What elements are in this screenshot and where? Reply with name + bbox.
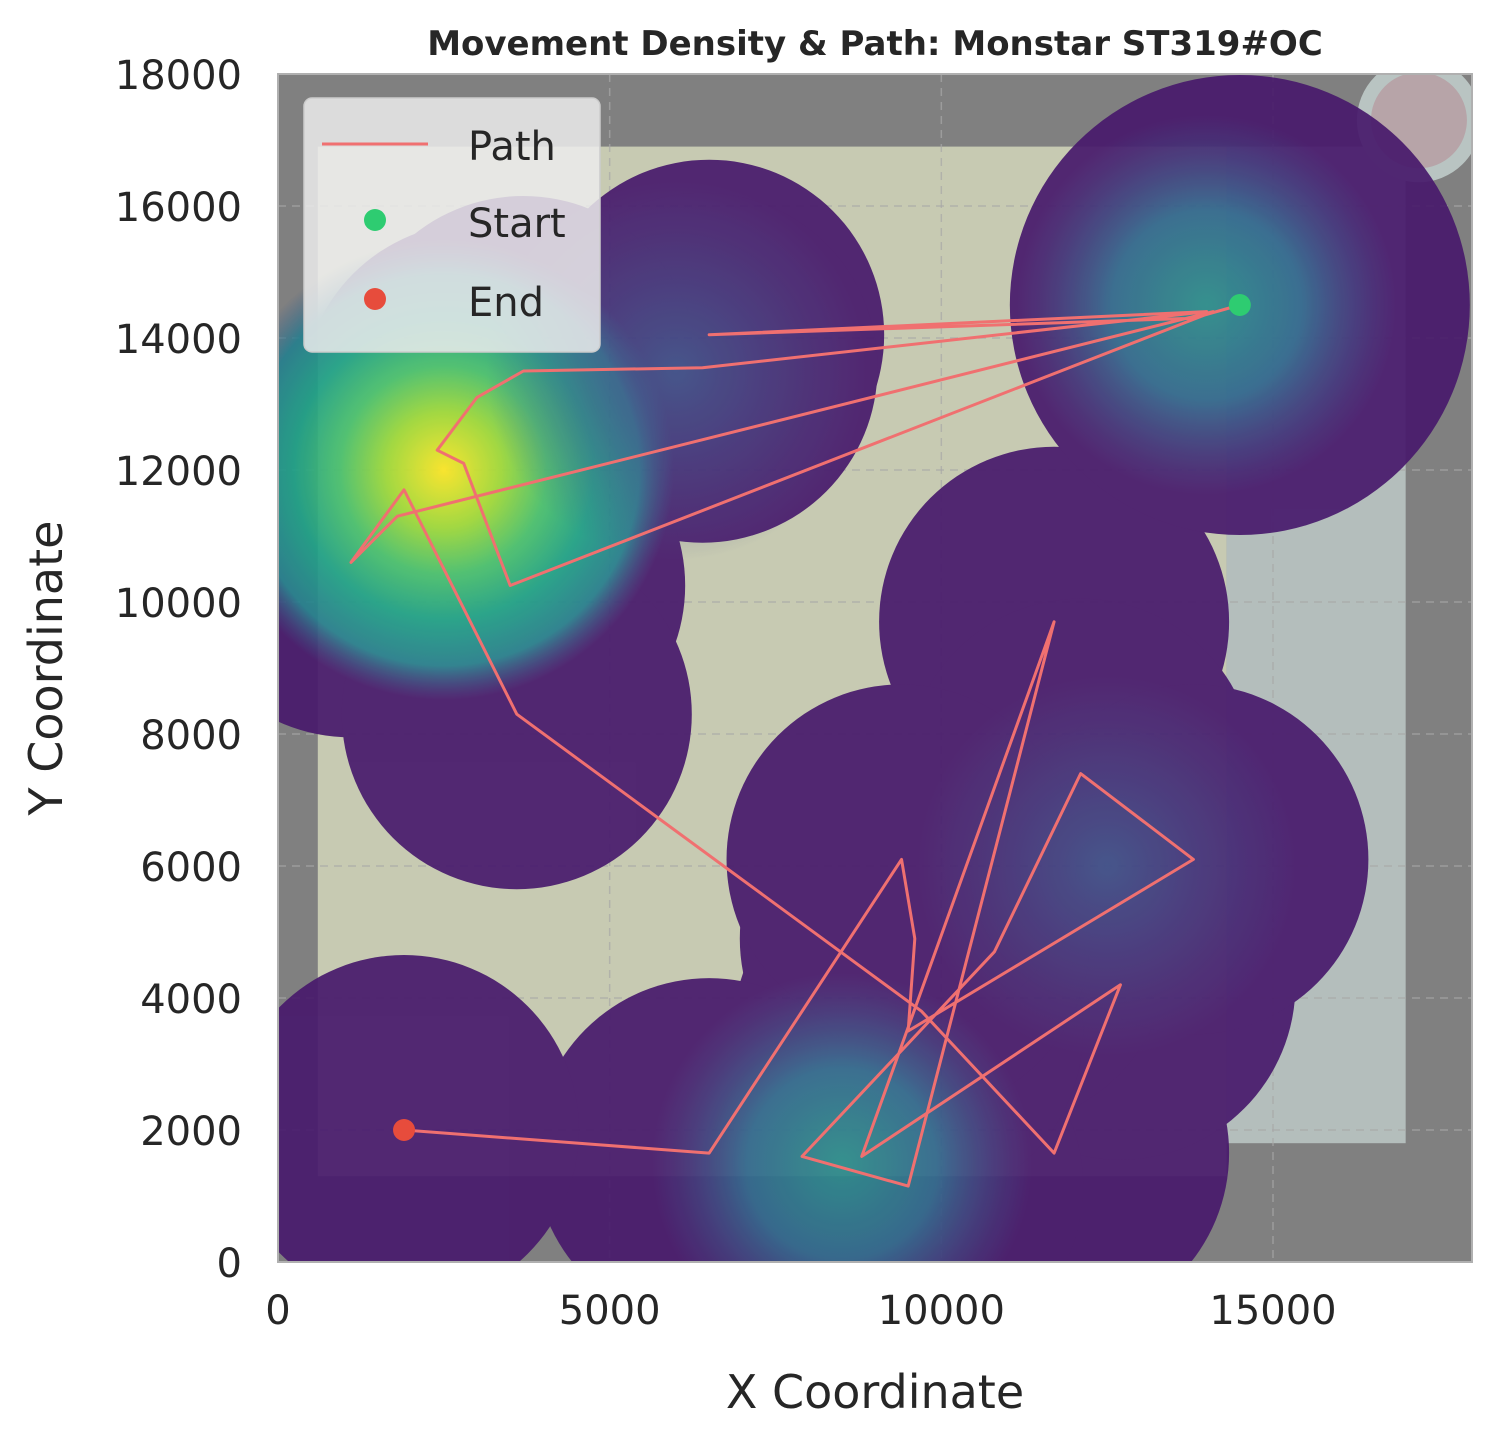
y-tick-label: 12000 [115,449,242,495]
density-peak [651,973,1032,1262]
y-tick-label: 0 [217,1241,242,1287]
path-line [349,303,1241,1188]
x-axis-ticks: 0 5000 10000 15000 [265,1288,1336,1334]
start-point [1228,294,1251,316]
legend-end-label: End [468,280,544,326]
x-axis-label: X Coordinate [726,1365,1024,1419]
x-tick-label: 15000 [1209,1288,1336,1334]
plot-frame [277,73,1473,1263]
y-tick-label: 16000 [115,185,242,231]
y-tick-label: 2000 [140,1109,242,1155]
end-point [393,1119,416,1141]
y-tick-label: 14000 [115,317,242,363]
legend-start-label: Start [468,201,566,247]
legend-path-label: Path [468,124,556,170]
y-axis-label: Y Coordinate [19,521,73,817]
x-tick-label: 0 [265,1288,290,1334]
path-layer [349,294,1251,1188]
chart-title: Movement Density & Path: Monstar ST319#O… [427,24,1323,64]
y-tick-label: 10000 [115,581,242,627]
x-tick-label: 5000 [559,1288,661,1334]
y-tick-label: 4000 [140,977,242,1023]
density-peak [1016,115,1397,495]
y-tick-label: 6000 [140,845,242,891]
density-base-blob [278,955,579,1262]
density-peak [917,676,1298,1056]
plot-area [278,74,1472,1262]
x-tick-label: 10000 [878,1288,1005,1334]
legend-start-swatch [364,209,386,231]
y-tick-label: 18000 [115,53,242,99]
y-axis-ticks: 0 2000 4000 6000 8000 10000 12000 14000 16000 180… [115,53,242,1287]
legend-end-swatch [364,288,386,310]
legend: Path Start End [303,97,601,353]
y-tick-label: 8000 [140,713,242,759]
